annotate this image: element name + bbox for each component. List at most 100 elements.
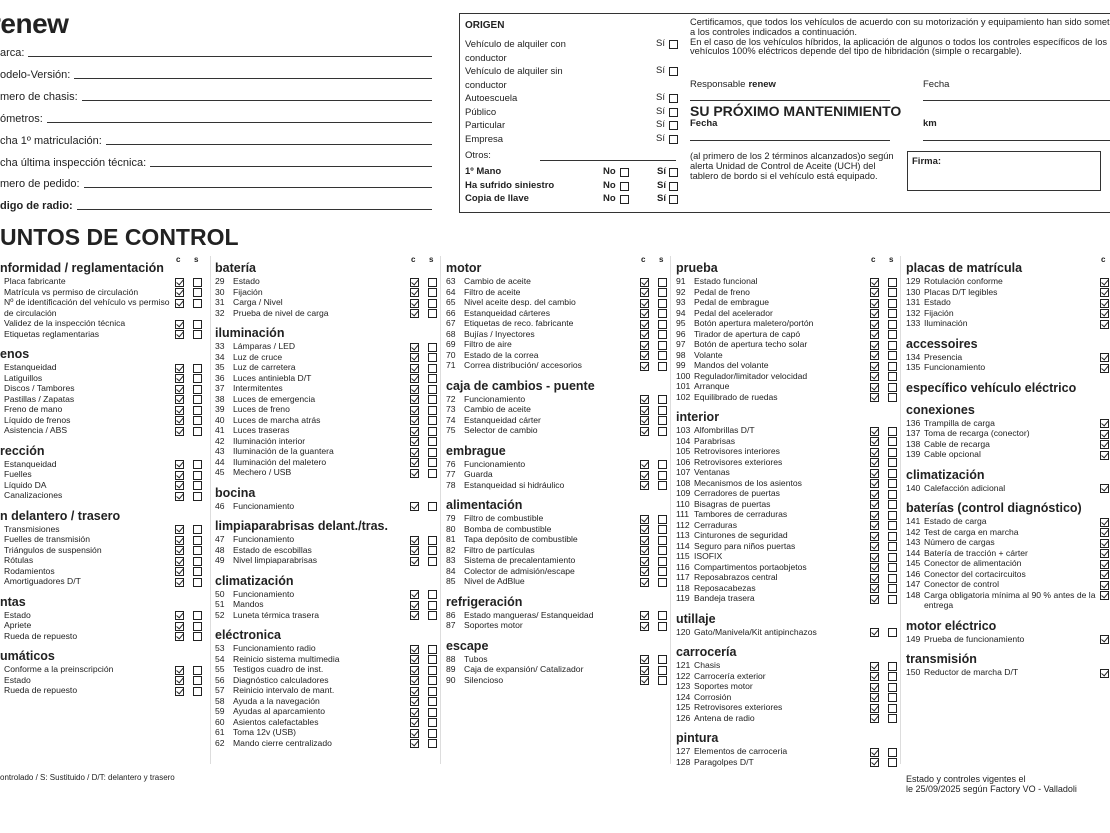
- checkbox: [888, 319, 897, 329]
- section-heading: climatización: [215, 573, 294, 588]
- question-label: 1º Mano: [465, 166, 502, 177]
- item-number: 32: [215, 307, 225, 318]
- check-item: 119 Bandeja trasera: [676, 593, 898, 604]
- check-item: 68 Bujías / Inyectores: [446, 329, 668, 339]
- item-number: 96: [676, 328, 686, 339]
- check-item: 77 Guarda: [446, 469, 668, 480]
- checkbox: [428, 697, 437, 706]
- item-number: 33: [215, 341, 225, 351]
- item-label: Antena de radio: [694, 712, 755, 723]
- check-item: 64 Filtro de aceite: [446, 287, 668, 297]
- item-number: 34: [215, 351, 225, 362]
- check-item: Transmisiones: [0, 524, 203, 534]
- check-item: 52 Luneta térmica trasera: [215, 610, 438, 620]
- item-label: Asientos calefactables: [233, 716, 319, 727]
- checkbox: [640, 535, 649, 545]
- item-number: 94: [676, 307, 686, 318]
- field-line: [76, 208, 432, 211]
- item-label: Ayuda a la navegación: [233, 695, 320, 706]
- item-number: 140: [906, 482, 921, 493]
- check-item: 125 Retrovisores exteriores: [676, 702, 898, 713]
- item-number: 90: [446, 674, 456, 685]
- check-item: 148 Carga obligatoria mínima al 90 % ante…: [906, 590, 1110, 611]
- item-label: Conector del cortacircuitos: [924, 568, 1026, 579]
- item-label: Nivel de AdBlue: [464, 576, 525, 586]
- item-label: Reposacabezas: [694, 582, 756, 593]
- checkbox: [193, 525, 202, 534]
- section-title: UNTOS DE CONTROL: [0, 224, 239, 250]
- column-header: c: [871, 255, 876, 264]
- item-number: 114: [676, 540, 690, 551]
- check-item: 135 Funcionamiento: [906, 362, 1110, 373]
- check-item: 54 Reinicio sistema multimedia: [215, 654, 438, 664]
- section-heading: batería: [215, 261, 256, 275]
- field-label: cha última inspección técnica:: [0, 156, 147, 169]
- origin-option: Vehículo de alquiler con conductor: [465, 39, 566, 64]
- item-label: Batería de tracción + cárter: [924, 547, 1028, 558]
- checkbox: [175, 577, 184, 587]
- checkbox: [1100, 277, 1109, 287]
- item-label: Conector de control: [924, 579, 999, 589]
- check-item: 145 Conector de alimentación: [906, 558, 1110, 569]
- item-label: Funcionamiento: [233, 534, 295, 544]
- checkbox: [888, 468, 897, 478]
- item-label: Test de carga en marcha: [924, 526, 1019, 537]
- checkbox: [410, 363, 419, 373]
- checkbox: [888, 672, 897, 681]
- item-number: 108: [676, 477, 691, 488]
- checkbox: [193, 491, 202, 501]
- checkbox: [410, 655, 419, 664]
- checkbox: [175, 426, 184, 436]
- item-number: 117: [676, 572, 690, 582]
- item-label: Botón de apertura techo solar: [694, 339, 808, 349]
- item-label: Estado: [233, 276, 260, 286]
- item-label: Reductor de marcha D/T: [924, 667, 1019, 677]
- check-item: 39 Luces de freno: [215, 404, 438, 415]
- checkbox: [870, 584, 879, 593]
- item-number: 104: [676, 435, 691, 446]
- item-label: Correa distribución/ accesorios: [464, 360, 582, 370]
- check-item: 129 Rotulación conforme: [906, 276, 1110, 287]
- item-label: Iluminación de la guantera: [233, 446, 334, 456]
- item-label: Calefacción adicional: [924, 482, 1006, 493]
- check-item: 110 Bisagras de puertas: [676, 499, 898, 509]
- item-number: 63: [446, 276, 456, 286]
- origin-option: Vehículo de alquiler sin conductor: [465, 66, 563, 91]
- checkbox: [428, 686, 437, 696]
- item-number: 128: [676, 756, 691, 767]
- checkbox: [640, 330, 649, 339]
- check-item: 82 Filtro de partículas: [446, 545, 668, 555]
- maintenance-date-line: [690, 140, 890, 141]
- others-line: [540, 160, 676, 161]
- yes-label: Sí: [657, 166, 666, 177]
- column-header: s: [659, 255, 664, 264]
- item-label: Reposabrazos central: [694, 572, 778, 582]
- field-row: digo de radio:: [0, 198, 432, 212]
- checkbox: [888, 340, 897, 350]
- check-item: Estanqueidad: [0, 362, 203, 373]
- checkbox: [640, 577, 649, 587]
- section-heading: alimentación: [446, 498, 523, 512]
- field-label: digo de radio:: [0, 200, 73, 213]
- section-heading: prueba: [676, 261, 718, 275]
- item-number: 67: [446, 318, 456, 328]
- check-item: 120 Gato/Manivela/Kit antipinchazos: [676, 627, 898, 637]
- checkbox: [428, 363, 437, 373]
- item-number: 31: [215, 297, 225, 307]
- checkbox: [410, 416, 419, 425]
- check-item: 56 Diagnóstico calculadores: [215, 674, 438, 685]
- checkbox: [428, 739, 437, 748]
- checkbox: [193, 686, 202, 696]
- checkbox: [193, 405, 202, 415]
- check-item: 57 Reinicio intervalo de mant.: [215, 685, 438, 696]
- checkbox: [428, 416, 437, 425]
- check-item: 42 Iluminación interior: [215, 436, 438, 446]
- item-number: 56: [215, 674, 225, 685]
- item-label: Líquido DA: [4, 479, 47, 490]
- item-label: Filtro de aire: [464, 339, 512, 349]
- checkbox: [888, 747, 897, 757]
- checkbox: [1100, 517, 1109, 527]
- checkbox: [428, 590, 437, 599]
- check-item: 126 Antena de radio: [676, 712, 898, 723]
- checkbox: [1100, 549, 1109, 558]
